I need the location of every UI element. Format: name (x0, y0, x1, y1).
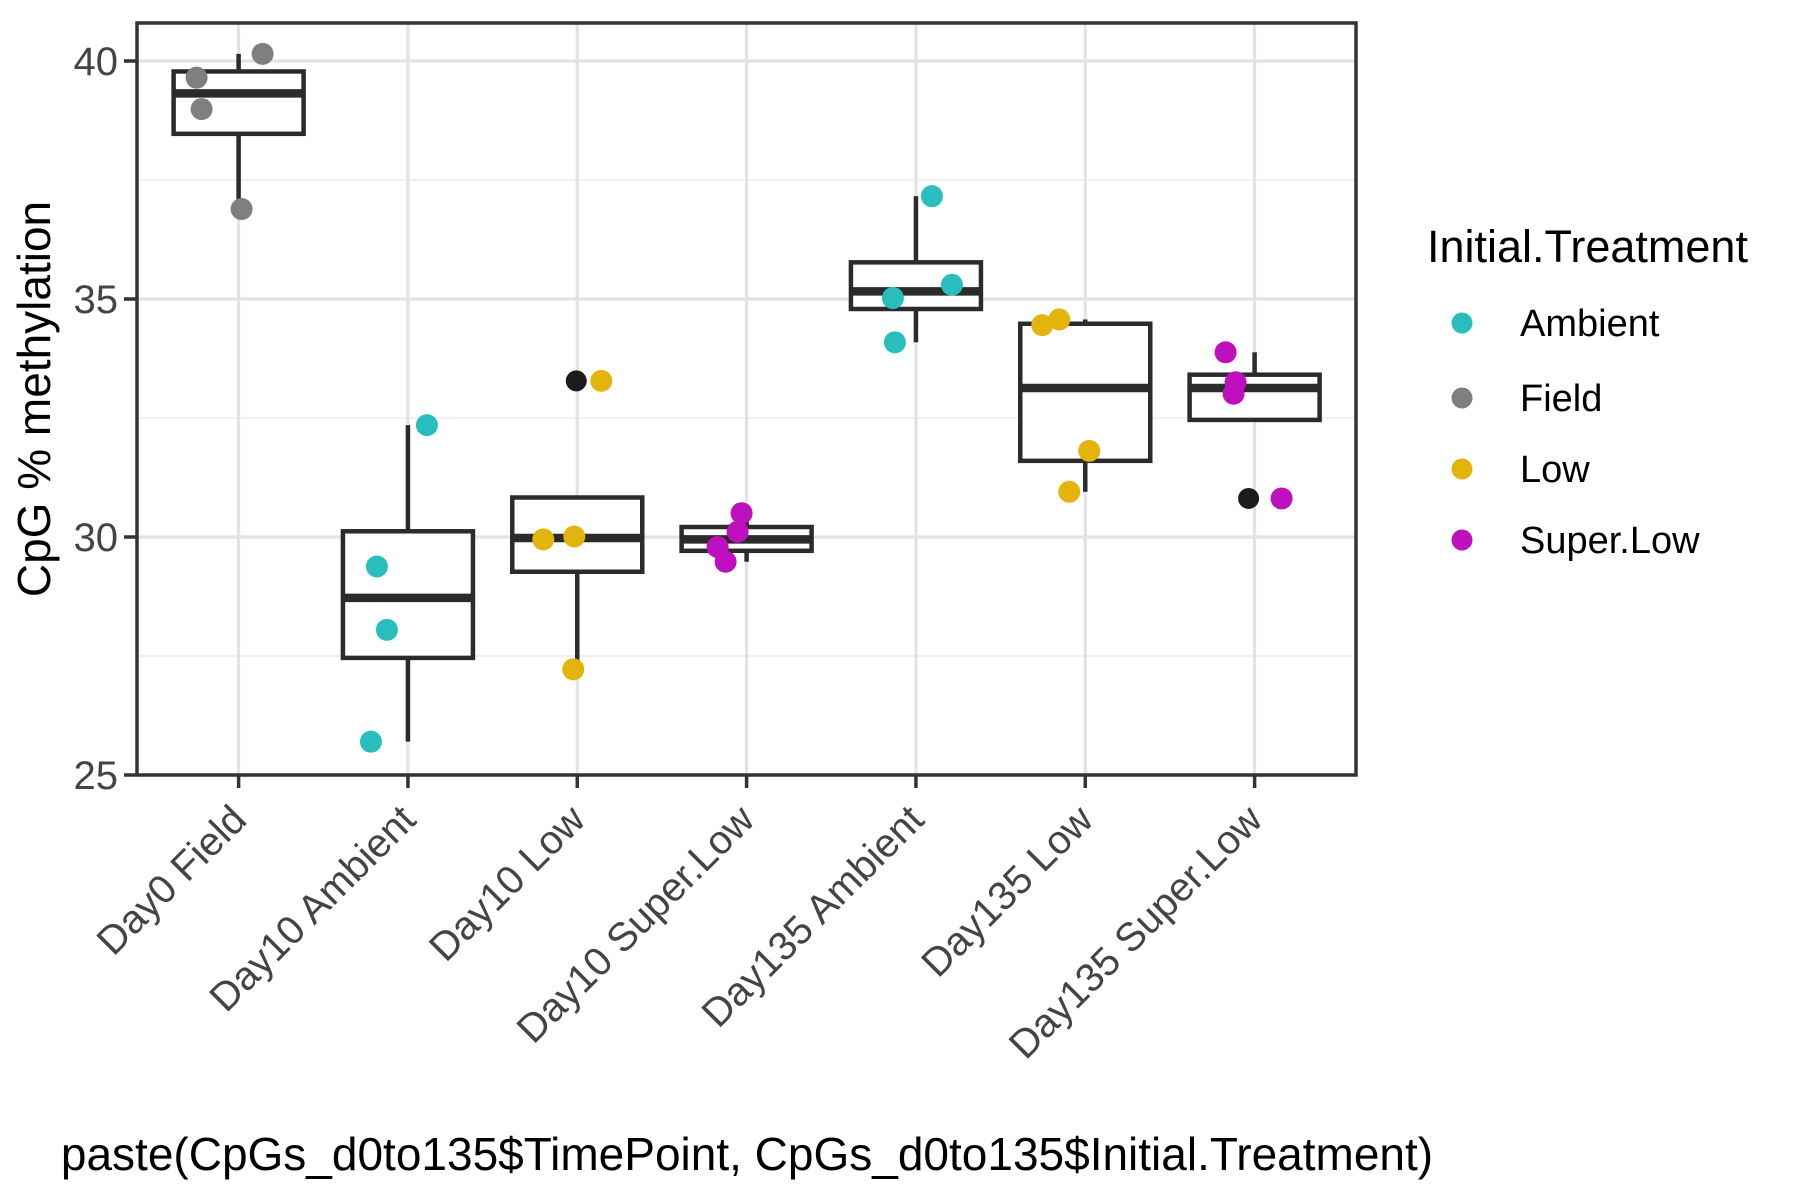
legend-key-dot (1451, 458, 1473, 480)
legend: Initial.Treatment Ambient Field Low Super.L… (1427, 221, 1748, 562)
jitter-point (1214, 341, 1237, 364)
legend-entry-label: Field (1520, 378, 1602, 420)
legend-entry-label: Low (1520, 449, 1590, 491)
jitter-point (590, 369, 613, 392)
jitter-point (714, 550, 737, 573)
jitter-point (563, 525, 586, 548)
legend-entry-label: Ambient (1520, 303, 1660, 345)
jitter-point (1048, 308, 1071, 331)
jitter-point (185, 66, 208, 89)
jitter-point (562, 658, 585, 681)
jitter-point (730, 502, 753, 525)
jitter-point (1058, 480, 1081, 503)
y-tick-label: 40 (74, 40, 119, 84)
legend-key-dot (1451, 529, 1473, 551)
legend-entry-label: Super.Low (1520, 520, 1700, 562)
jitter-point (1222, 382, 1245, 405)
jitter-point (920, 185, 943, 208)
gridlines (137, 23, 1356, 777)
jitter-point (190, 98, 213, 121)
jitter-point (1078, 439, 1101, 462)
jitter-point (881, 287, 904, 310)
y-axis-title: CpG % methylation (8, 201, 60, 597)
x-axis-title: paste(CpGs_d0to135$TimePoint, CpGs_d0to1… (61, 1128, 1433, 1180)
box (1018, 321, 1153, 464)
outlier-point (565, 370, 587, 392)
jitter-point (883, 331, 906, 354)
jitter-point (1270, 487, 1293, 510)
outlier-point (1238, 487, 1260, 509)
legend-key-dot (1451, 387, 1473, 409)
legend-entries: Ambient Field Low Super.Low (1451, 303, 1700, 562)
x-tick-label: Day10 Low (421, 797, 594, 970)
jitter-point (359, 730, 382, 753)
y-tick-label: 35 (74, 278, 119, 322)
y-tick-label: 30 (74, 516, 119, 560)
jitter-point (726, 520, 749, 543)
jitter-point (415, 414, 438, 437)
x-tick-label: Day135 Low (913, 797, 1101, 985)
jitter-point (251, 42, 274, 65)
jitter-point (532, 528, 555, 551)
y-tick-label: 25 (74, 754, 119, 798)
legend-title: Initial.Treatment (1427, 221, 1748, 272)
jitter-point (375, 618, 398, 641)
jitter-point (940, 273, 963, 296)
box (1187, 372, 1322, 423)
x-tick-label: Day0 Field (89, 797, 255, 963)
jitter-points (185, 42, 1293, 753)
jitter-point (1031, 314, 1054, 337)
jitter-point (230, 198, 253, 221)
legend-key-dot (1451, 312, 1473, 334)
jitter-point (365, 555, 388, 578)
